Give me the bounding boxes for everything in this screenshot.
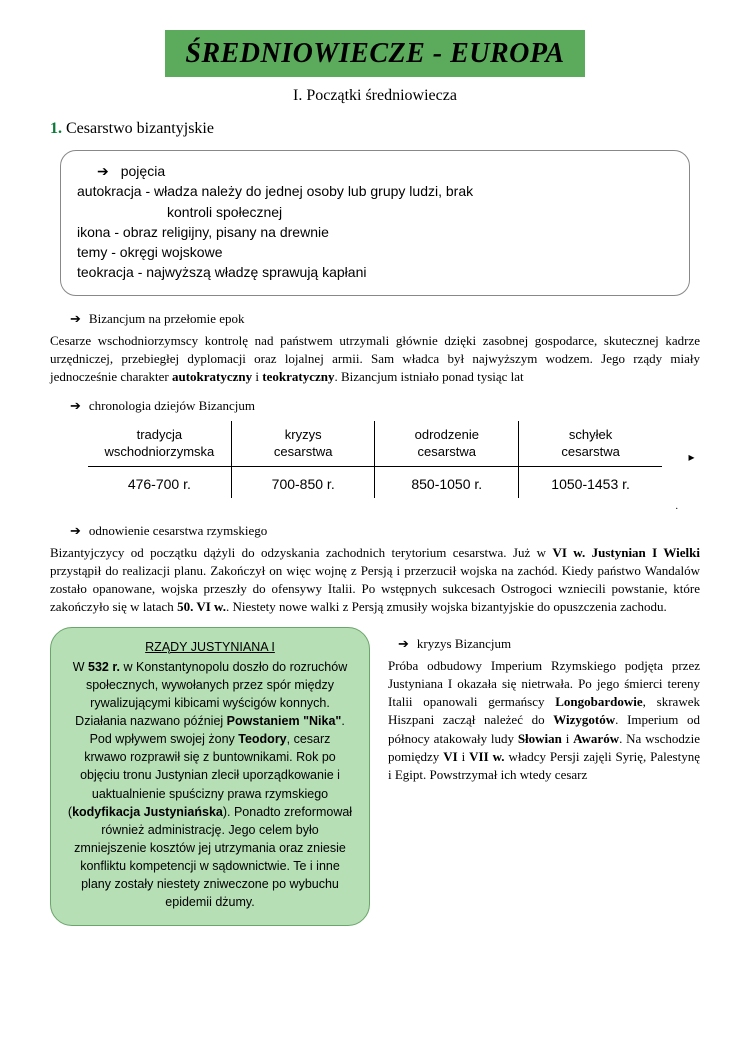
timeline-date: 476-700 r. xyxy=(88,467,232,498)
subtitle: I. Początki średniowiecza xyxy=(50,85,700,107)
section-title: Cesarstwo bizantyjskie xyxy=(66,120,214,137)
bold-longobardowie: Longobardowie xyxy=(555,694,642,709)
timeline-header: tradycja wschodniorzymska xyxy=(88,421,232,467)
bold-50vi: 50. VI w. xyxy=(177,599,226,614)
timeline-date: 850-1050 r. xyxy=(375,467,519,498)
bold-vii: VII w. xyxy=(469,749,504,764)
bold-justynian: VI w. Justynian I Wielki xyxy=(552,545,700,560)
greenbox-title: RZĄDY JUSTYNIANA I xyxy=(67,638,353,656)
two-column-section: RZĄDY JUSTYNIANA I W 532 r. w Konstantyn… xyxy=(50,627,700,927)
text: kryzys cesarstwa xyxy=(274,427,333,459)
title-banner: ŚREDNIOWIECZE - EUROPA xyxy=(165,30,584,77)
text: . Bizancjum istniało ponad tysiąc lat xyxy=(334,369,523,384)
concept-autokracja-cont: kontroli społecznej xyxy=(77,202,673,222)
text: ). Ponadto zreformował również administr… xyxy=(74,805,352,910)
text: Bizantyjczycy od początku dążyli do odzy… xyxy=(50,545,552,560)
green-callout-box: RZĄDY JUSTYNIANA I W 532 r. w Konstantyn… xyxy=(50,627,370,927)
concepts-lead: pojęcia xyxy=(77,161,673,181)
text: . Niestety nowe walki z Persją zmusiły w… xyxy=(226,599,667,614)
bold-awarow: Awarów xyxy=(573,731,619,746)
heading-chronologia: chronologia dziejów Bizancjum xyxy=(70,397,700,415)
dot: . xyxy=(50,500,678,514)
text: tradycja wschodniorzymska xyxy=(104,427,214,459)
paragraph-kryzys: Próba odbudowy Imperium Rzymskiego podję… xyxy=(388,657,700,784)
text: W xyxy=(73,660,88,674)
page-title: ŚREDNIOWIECZE - EUROPA xyxy=(185,34,564,73)
paragraph-odnowienie: Bizantyjczycy od początku dążyli do odzy… xyxy=(50,544,700,617)
concept-ikona: ikona - obraz religijny, pisany na drewn… xyxy=(77,222,673,242)
concept-teokracja: teokracja - najwyższą władzę sprawują ka… xyxy=(77,262,673,282)
timeline-header: schyłek cesarstwa xyxy=(519,421,663,467)
bold-teokratyczny: teokratyczny xyxy=(262,369,334,384)
text: odrodzenie cesarstwa xyxy=(415,427,479,459)
bold-532: 532 r. xyxy=(88,660,120,674)
section-number: 1. xyxy=(50,120,62,137)
bold-autokratyczny: autokratyczny xyxy=(172,369,252,384)
timeline-date: 700-850 r. xyxy=(231,467,375,498)
concept-temy: temy - okręgi wojskowe xyxy=(77,242,673,262)
text: i xyxy=(458,749,469,764)
right-column: kryzys Bizancjum Próba odbudowy Imperium… xyxy=(388,627,700,785)
bold-vi: VI xyxy=(443,749,457,764)
bold-kodyfikacja: kodyfikacja Justyniańska xyxy=(72,805,223,819)
paragraph-bizancjum: Cesarze wschodniorzymscy kontrolę nad pa… xyxy=(50,332,700,387)
heading-bizancjum: Bizancjum na przełomie epok xyxy=(70,310,700,328)
timeline-wrap: tradycja wschodniorzymska kryzys cesarst… xyxy=(70,421,681,498)
heading-odnowienie: odnowienie cesarstwa rzymskiego xyxy=(70,522,700,540)
section-heading: 1. Cesarstwo bizantyjskie xyxy=(50,118,700,140)
timeline-header: kryzys cesarstwa xyxy=(231,421,375,467)
text: i xyxy=(252,369,262,384)
bold-wizygotow: Wizygotów xyxy=(553,712,615,727)
heading-kryzys: kryzys Bizancjum xyxy=(398,635,700,653)
concept-autokracja: autokracja - władza należy do jednej oso… xyxy=(77,181,673,201)
concepts-box: pojęcia autokracja - władza należy do je… xyxy=(60,150,690,296)
timeline-arrow-icon: ▸ xyxy=(688,449,694,466)
timeline-table: tradycja wschodniorzymska kryzys cesarst… xyxy=(88,421,662,498)
bold-nika: Powstaniem "Nika" xyxy=(227,714,342,728)
bold-teodory: Teodory xyxy=(238,732,286,746)
text: schyłek cesarstwa xyxy=(561,427,620,459)
text: i xyxy=(562,731,573,746)
timeline-header: odrodzenie cesarstwa xyxy=(375,421,519,467)
bold-slowian: Słowian xyxy=(518,731,562,746)
timeline-date: 1050-1453 r. xyxy=(519,467,663,498)
